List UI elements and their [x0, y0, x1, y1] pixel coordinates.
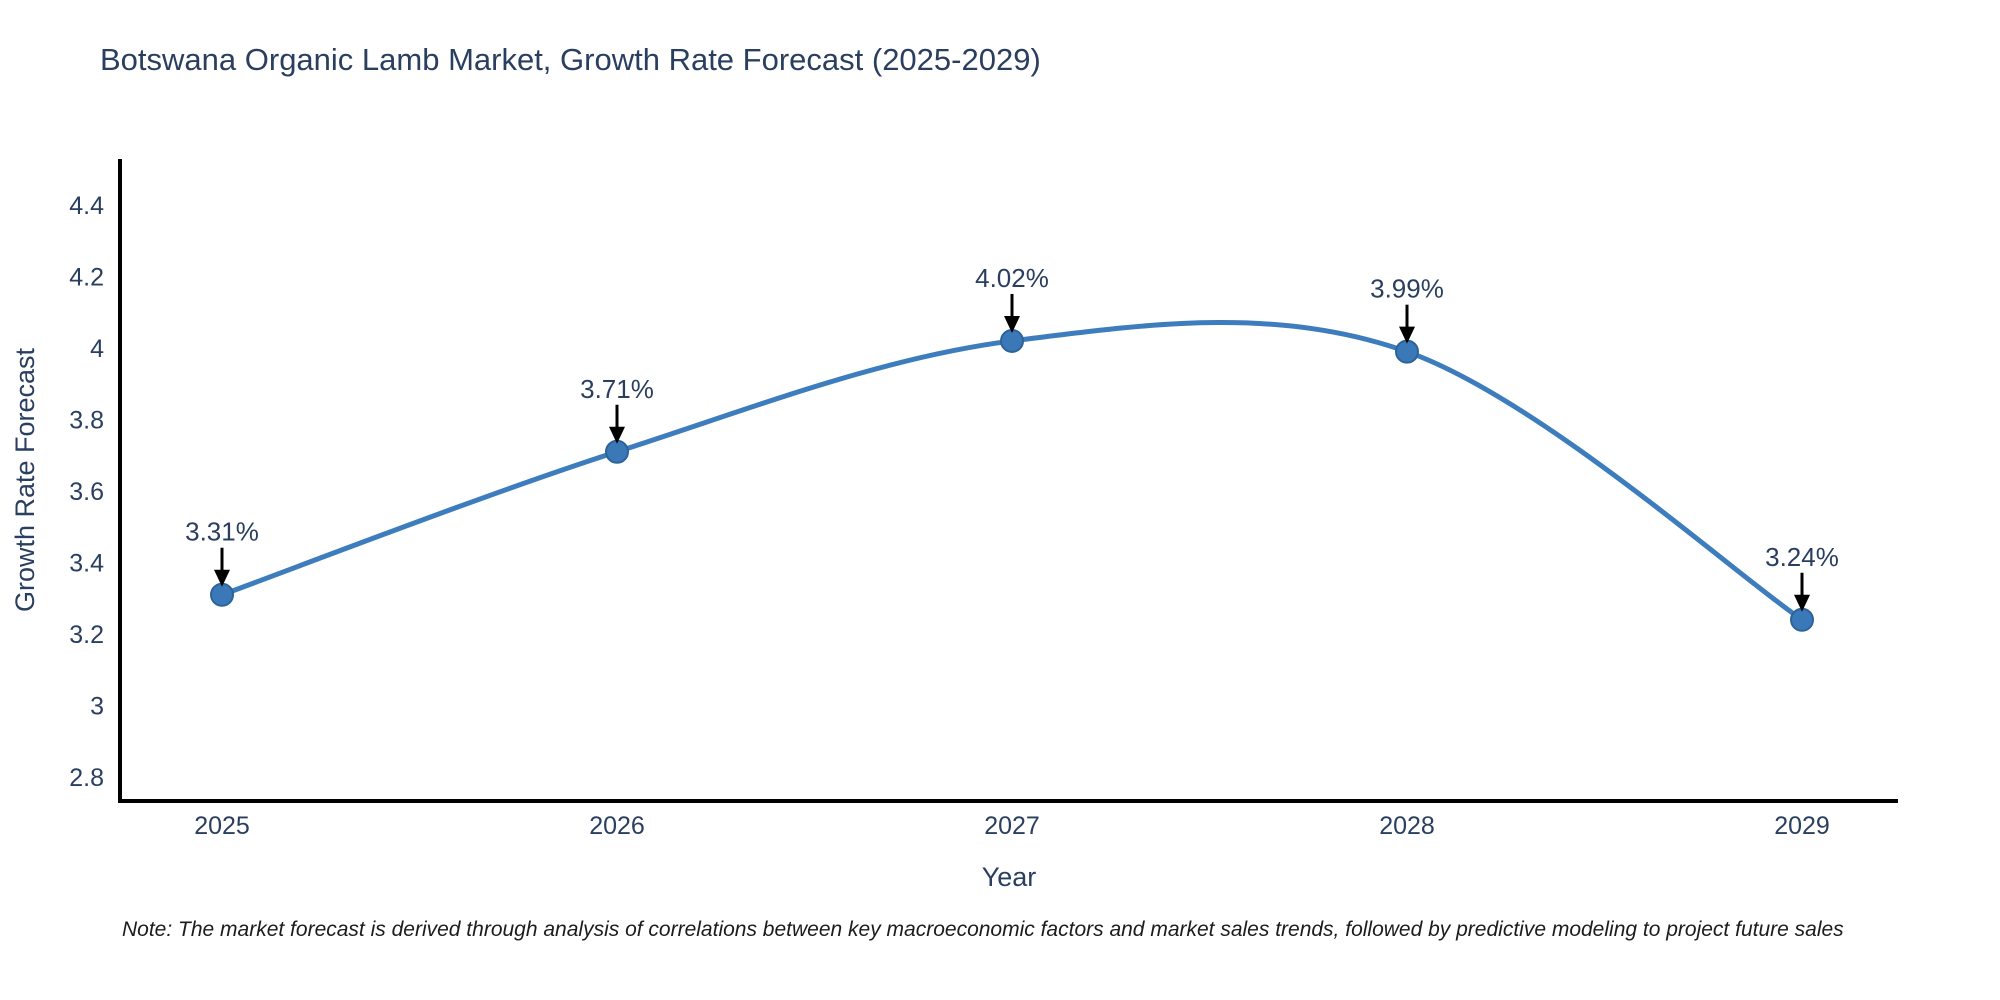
annotation-arrowhead	[609, 426, 625, 444]
y-axis-title: Growth Rate Forecast	[10, 347, 40, 612]
y-tick-label: 2.8	[69, 764, 104, 792]
annotation-arrowhead	[1399, 326, 1415, 344]
annotation-arrowhead	[214, 569, 230, 587]
y-tick-label: 3	[90, 693, 104, 721]
point-annotation: 3.31%	[185, 517, 259, 547]
data-point-marker	[1395, 339, 1419, 364]
y-tick-label: 3.8	[69, 407, 104, 435]
annotation-arrowhead	[1794, 594, 1810, 612]
y-tick-label: 3.4	[69, 550, 104, 578]
x-tick-label: 2026	[589, 812, 645, 840]
y-tick-label: 3.2	[69, 621, 104, 649]
data-point-marker	[210, 582, 234, 607]
y-tick-label: 4.2	[69, 264, 104, 292]
x-tick-label: 2028	[1379, 812, 1435, 840]
annotation-arrowhead	[1004, 315, 1020, 333]
point-annotation: 3.24%	[1765, 542, 1839, 572]
chart-title: Botswana Organic Lamb Market, Growth Rat…	[100, 42, 1041, 77]
y-tick-label: 4.4	[69, 192, 104, 220]
x-tick-label: 2025	[194, 812, 250, 840]
chart-note: Note: The market forecast is derived thr…	[122, 918, 1844, 941]
x-tick-label: 2027	[984, 812, 1040, 840]
data-point-marker	[605, 439, 629, 464]
data-point-marker	[1790, 607, 1814, 632]
data-point-marker	[1000, 328, 1024, 353]
point-annotation: 3.99%	[1370, 274, 1444, 304]
x-axis-title: Year	[982, 862, 1037, 892]
point-annotation: 4.02%	[975, 263, 1049, 293]
y-tick-label: 4	[90, 335, 104, 363]
point-annotation: 3.71%	[580, 374, 654, 404]
series-line	[219, 320, 1805, 623]
x-tick-label: 2029	[1774, 812, 1830, 840]
y-tick-label: 3.6	[69, 478, 104, 506]
